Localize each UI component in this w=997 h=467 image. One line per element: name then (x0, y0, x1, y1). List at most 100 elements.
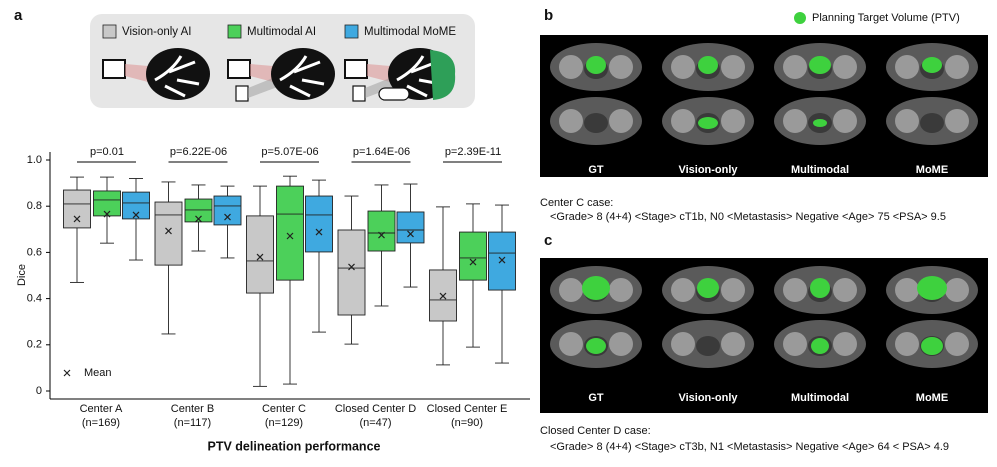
box (367, 210, 396, 252)
ct-bone (833, 109, 857, 133)
ct-bone (783, 55, 807, 79)
case-title: Closed Center D case: (540, 425, 651, 437)
brain-vessels (396, 55, 442, 98)
ct-bone (559, 55, 583, 79)
mean-marker (165, 227, 172, 235)
ct-bone (783, 278, 807, 302)
legend-swatch (227, 24, 242, 39)
pvalue: p=6.22E-06 (170, 146, 227, 158)
ptv-region (811, 338, 829, 354)
box (276, 185, 304, 281)
ct-bone (895, 109, 919, 133)
image-column-label: GT (588, 392, 604, 404)
y-tick-label: 0.4 (27, 293, 42, 305)
mean-marker (195, 215, 202, 223)
ptv-region (586, 56, 606, 74)
legend-label: Multimodal MoME (364, 26, 456, 38)
ptv-region (810, 278, 830, 298)
image-column-label: Multimodal (791, 164, 849, 176)
y-tick-label: 0.6 (27, 246, 42, 258)
panel-label: b (544, 7, 553, 24)
ptv-region (698, 56, 718, 74)
ct-bone (721, 109, 745, 133)
ct-bone (671, 332, 695, 356)
ptv-region (697, 278, 719, 298)
beam (248, 76, 280, 98)
x-axis-label: PTV delineation performance (208, 439, 381, 453)
ct-bone (833, 55, 857, 79)
y-tick-label: 0 (36, 385, 42, 397)
mean-marker (469, 258, 477, 266)
pvalue: p=1.64E-06 (353, 146, 410, 158)
mean-marker (224, 213, 231, 221)
ptv-legend-label: Planning Target Volume (PTV) (812, 12, 960, 24)
ct-bone (609, 332, 633, 356)
ct-bone (895, 55, 919, 79)
box (93, 190, 121, 217)
brain-vessels (279, 55, 325, 98)
box (154, 201, 183, 266)
ct-bone (945, 278, 969, 302)
ct-bone (721, 278, 745, 302)
pvalue: p=0.01 (90, 146, 124, 158)
case-title: Center C case: (540, 197, 613, 209)
ptv-region (698, 117, 718, 129)
box (337, 229, 366, 316)
ct-bone (945, 55, 969, 79)
image-column-label: MoME (916, 392, 948, 404)
y-tick-label: 1.0 (27, 154, 42, 166)
mean-legend-label: Mean (84, 367, 112, 379)
ct-bone (895, 278, 919, 302)
image-icon (102, 59, 126, 79)
box (246, 215, 274, 294)
x-tick-count: (n=129) (265, 417, 303, 429)
box (63, 189, 91, 229)
mean-marker (256, 253, 264, 261)
image-column-label: Multimodal (791, 392, 849, 404)
expert-lobes (430, 50, 456, 100)
x-tick-count: (n=169) (82, 417, 120, 429)
ct-inner (920, 113, 944, 133)
ct-bone (609, 109, 633, 133)
mean-marker (132, 211, 140, 219)
mean-marker (498, 256, 506, 264)
ct-bone (559, 109, 583, 133)
legend-swatch (344, 24, 359, 39)
ct-bone (609, 278, 633, 302)
x-tick-label: Center A (80, 403, 123, 415)
mean-marker (286, 232, 294, 240)
ct-bone (559, 332, 583, 356)
ct-bone (671, 55, 695, 79)
pvalue: p=2.39E-11 (445, 146, 501, 158)
ct-bone (945, 332, 969, 356)
x-tick-label: Center C (262, 403, 306, 415)
box (213, 195, 242, 226)
ptv-region (586, 338, 606, 354)
legend-swatch (102, 24, 117, 39)
mean-marker (348, 263, 355, 271)
box (396, 211, 425, 244)
legend-label: Multimodal AI (247, 26, 316, 38)
panel-label: a (14, 7, 23, 24)
legend-label: Vision-only AI (122, 26, 191, 38)
image-column-label: GT (588, 164, 604, 176)
mean-marker (315, 228, 323, 236)
ct-bone (945, 109, 969, 133)
x-tick-label: Closed Center D (335, 403, 416, 415)
text-icon (352, 85, 366, 102)
ct-bone (609, 55, 633, 79)
ct-bone (833, 278, 857, 302)
ptv-region (582, 276, 610, 300)
mean-marker (103, 210, 111, 218)
ct-bone (721, 332, 745, 356)
x-tick-count: (n=117) (174, 417, 211, 429)
brain-vessels (154, 55, 200, 98)
text-icon (235, 85, 249, 102)
ct-bone (833, 332, 857, 356)
box (305, 195, 333, 253)
x-tick-label: Closed Center E (427, 403, 508, 415)
beam (125, 64, 148, 82)
ptv-region (921, 337, 943, 355)
ct-inner (584, 113, 608, 133)
